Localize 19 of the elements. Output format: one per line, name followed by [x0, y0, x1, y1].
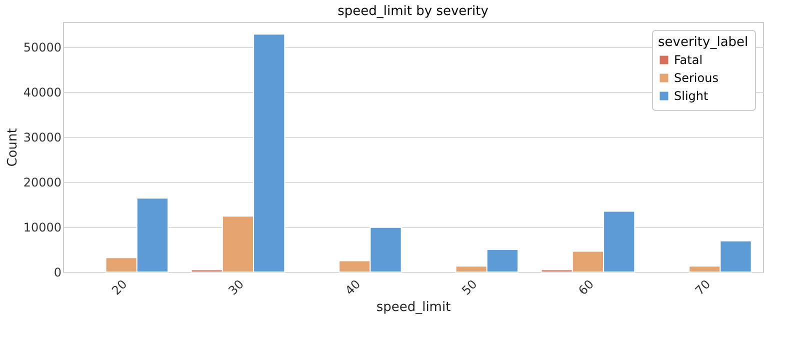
x-tick-label: 40: [342, 277, 364, 298]
x-tick-label: 70: [692, 277, 714, 298]
y-tick-label: 20000: [23, 175, 62, 190]
legend-title: severity_label: [658, 35, 748, 50]
chart-title: speed_limit by severity: [338, 4, 489, 19]
legend-label: Fatal: [674, 53, 703, 67]
legend-label: Slight: [674, 89, 709, 103]
y-tick-label: 10000: [23, 220, 62, 234]
x-tick-label: 50: [459, 277, 480, 298]
x-tick-label: 20: [109, 277, 130, 298]
x-tick-label: 60: [576, 277, 596, 298]
legend-label: Serious: [674, 71, 718, 85]
x-axis-title: speed_limit: [376, 300, 451, 316]
y-tick-label: 40000: [23, 85, 62, 100]
y-tick-label: 50000: [23, 40, 62, 54]
y-tick-label: 30000: [23, 130, 62, 144]
x-tick-label: 30: [226, 277, 246, 298]
y-axis-title: Count: [5, 128, 20, 167]
y-tick-label: 0: [54, 266, 62, 280]
